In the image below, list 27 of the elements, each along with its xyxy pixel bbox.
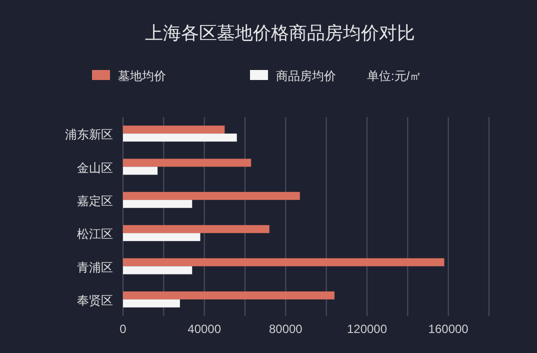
y-tick-label: 嘉定区 <box>77 194 113 208</box>
x-tick-label: 120000 <box>346 322 388 336</box>
x-tick-label: 40000 <box>188 322 222 336</box>
y-tick-label: 松江区 <box>77 227 113 242</box>
y-tick-label: 金山区 <box>77 160 113 175</box>
legend-label: 墓地均价 <box>118 69 166 83</box>
bar <box>123 200 192 208</box>
bar <box>123 233 200 242</box>
legend-label: 商品房均价 <box>276 69 336 83</box>
x-tick-label: 0 <box>120 322 127 336</box>
bar <box>123 258 444 266</box>
bar <box>123 134 237 142</box>
bar <box>123 166 158 175</box>
bar <box>123 291 334 300</box>
bar <box>123 266 192 274</box>
x-tick-label: 80000 <box>268 322 303 336</box>
y-tick-label: 奉贤区 <box>77 293 113 308</box>
bar <box>123 299 180 308</box>
bar <box>123 126 225 134</box>
bar <box>123 158 252 167</box>
chart-title: 上海各区墓地价格商品房均价对比 <box>145 23 415 43</box>
bar <box>123 225 270 234</box>
y-tick-label: 浦东新区 <box>65 128 113 142</box>
text: 单位:元/㎡ <box>367 69 422 83</box>
bar <box>123 192 300 200</box>
y-tick-label: 青浦区 <box>77 260 113 274</box>
x-tick-label: 160000 <box>428 322 469 336</box>
